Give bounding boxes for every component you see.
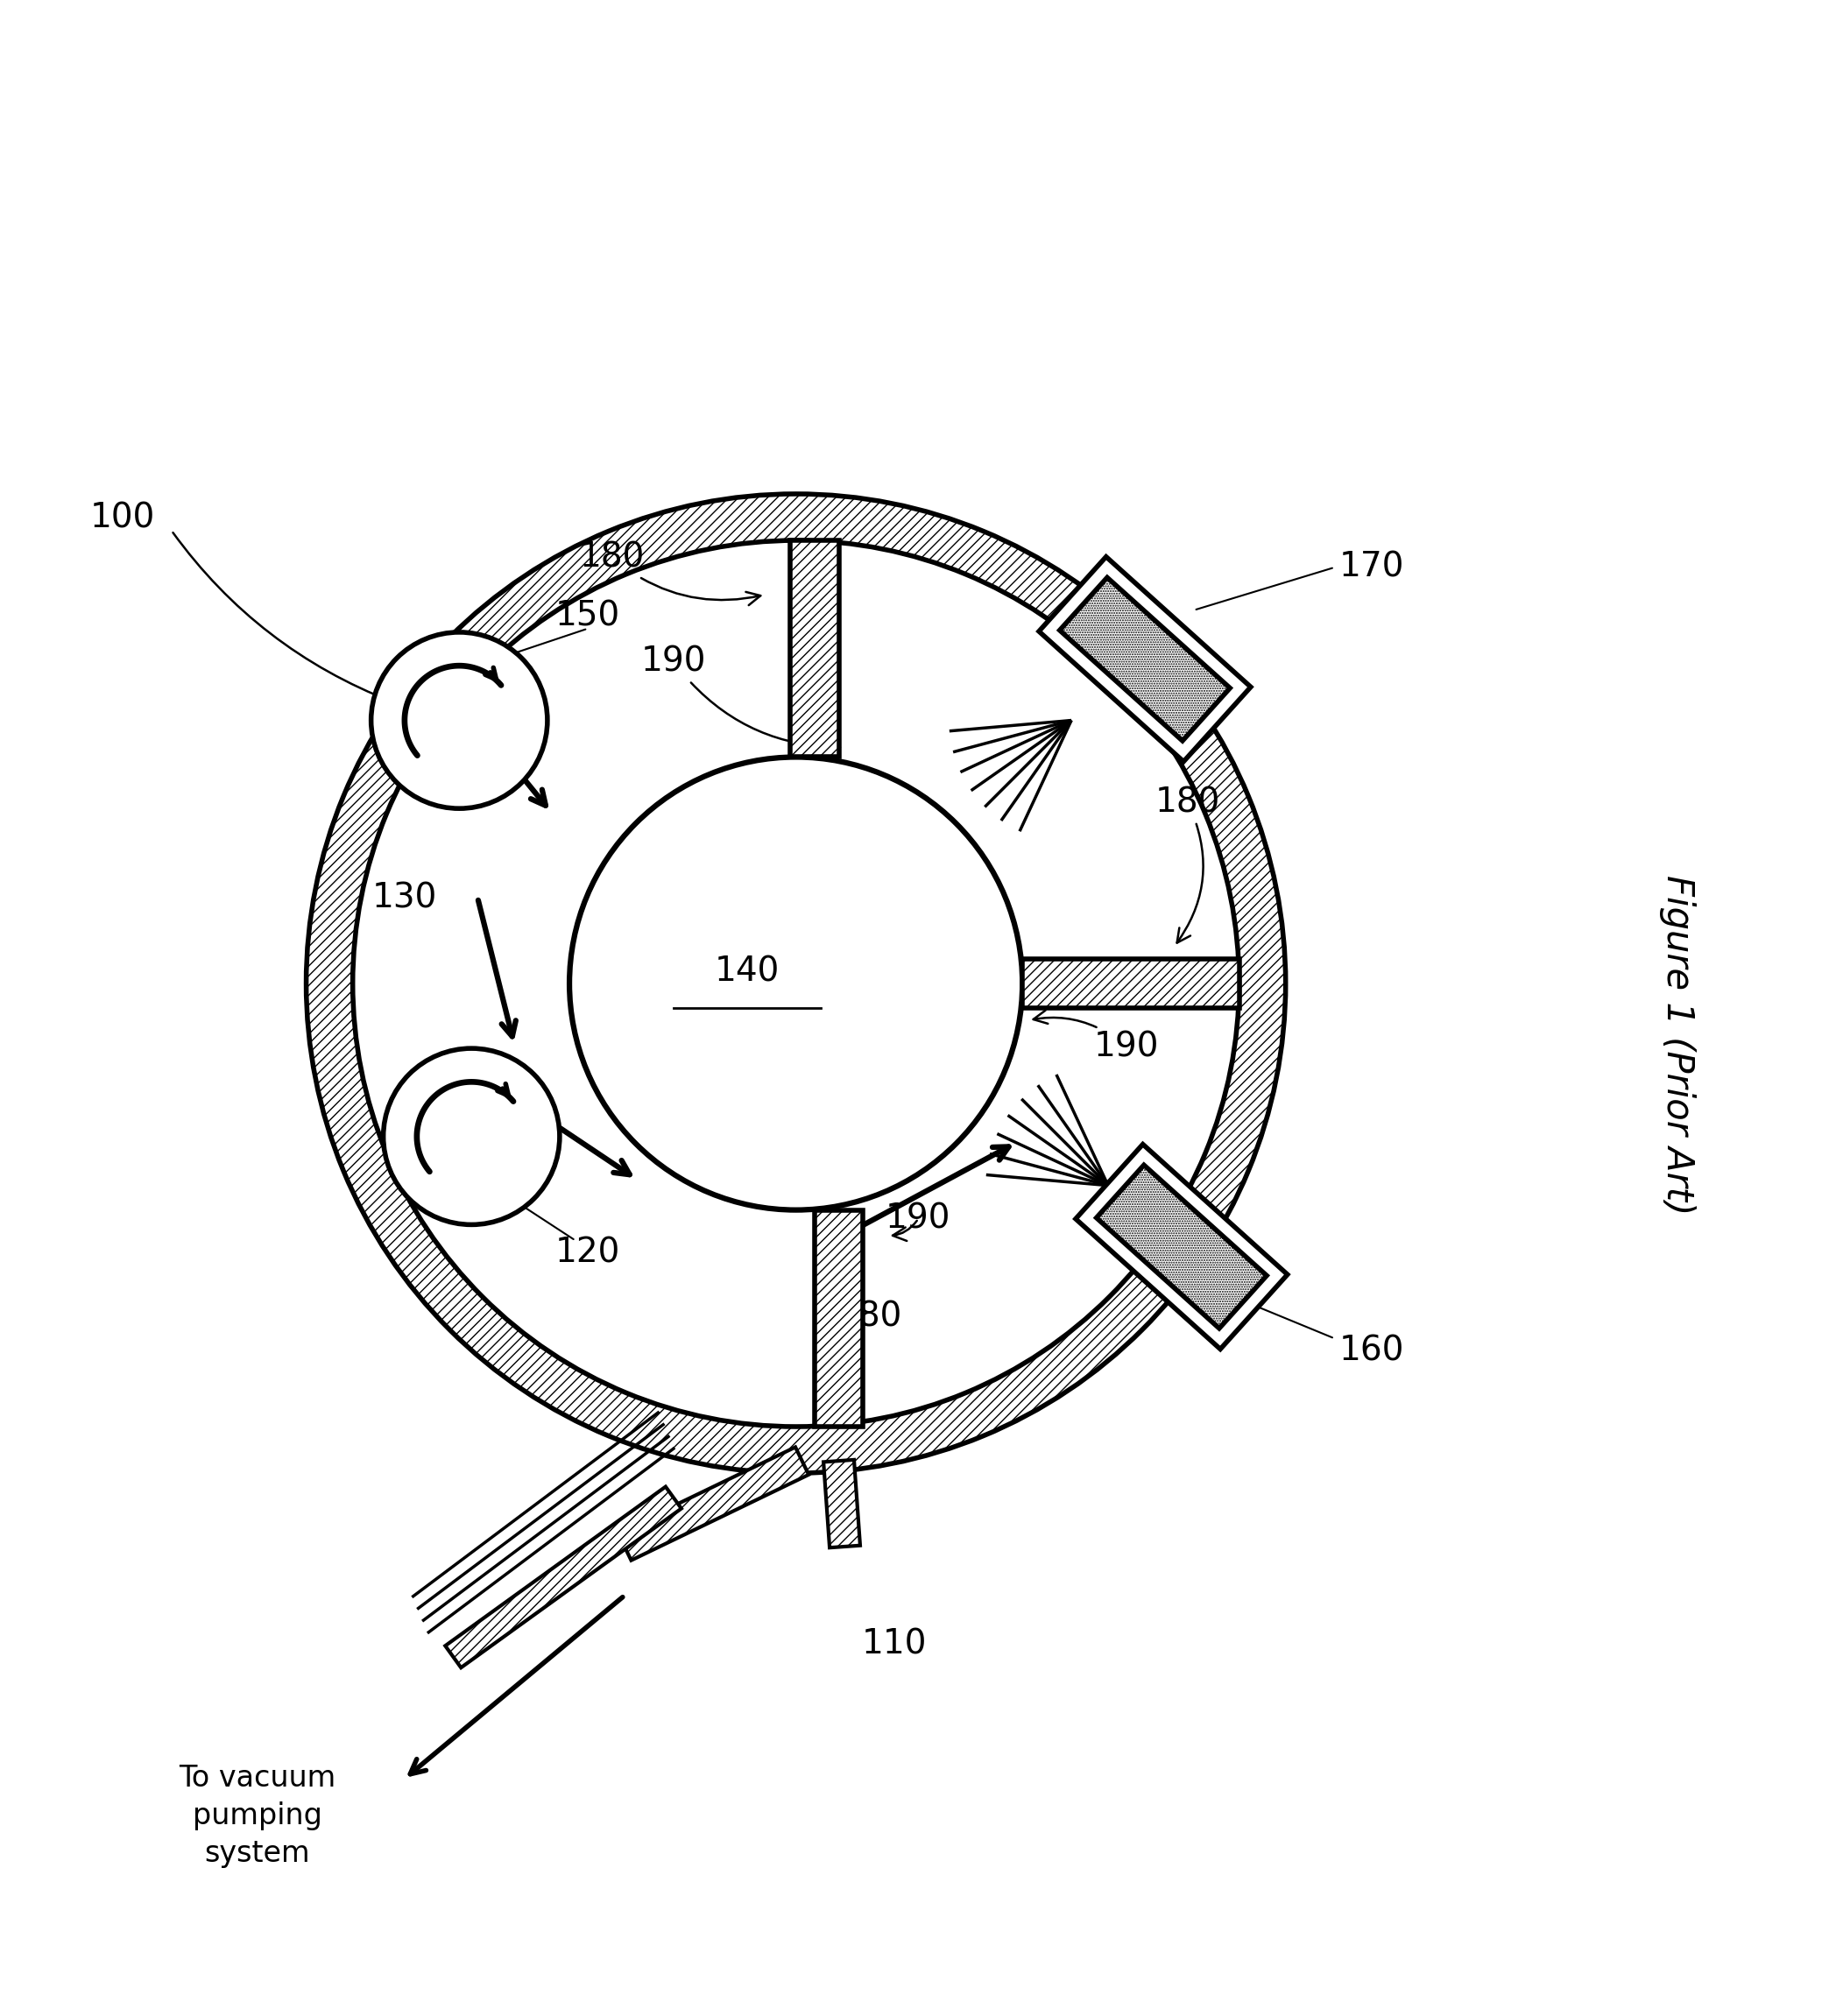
Text: 190: 190 [641,645,840,754]
Bar [1060,577,1229,740]
Bar [1039,556,1251,762]
Text: 160: 160 [1338,1335,1404,1367]
Polygon shape [617,1447,809,1560]
Bar [791,540,839,758]
Text: 150: 150 [555,599,621,633]
Text: 190: 190 [886,1202,951,1242]
Text: 190: 190 [1034,1010,1159,1064]
Text: 180: 180 [1156,786,1220,943]
Text: To vacuum
pumping
system: To vacuum pumping system [179,1764,335,1869]
Circle shape [569,758,1023,1210]
Text: 100: 100 [90,502,155,534]
Polygon shape [824,1460,861,1548]
Bar [1023,960,1238,1008]
Circle shape [370,633,547,808]
Text: 180: 180 [581,540,761,605]
Text: 170: 170 [1338,550,1404,585]
Text: Figure 1 (Prior Art): Figure 1 (Prior Art) [1659,875,1696,1216]
Text: 110: 110 [861,1627,927,1661]
Text: 130: 130 [372,881,437,915]
Text: 180: 180 [837,1300,901,1351]
Text: 140: 140 [715,956,780,988]
Text: 120: 120 [555,1236,621,1270]
Polygon shape [446,1486,682,1667]
Circle shape [383,1048,560,1224]
Bar [1097,1165,1266,1329]
Bar [1076,1145,1288,1349]
Bar [815,1210,863,1427]
